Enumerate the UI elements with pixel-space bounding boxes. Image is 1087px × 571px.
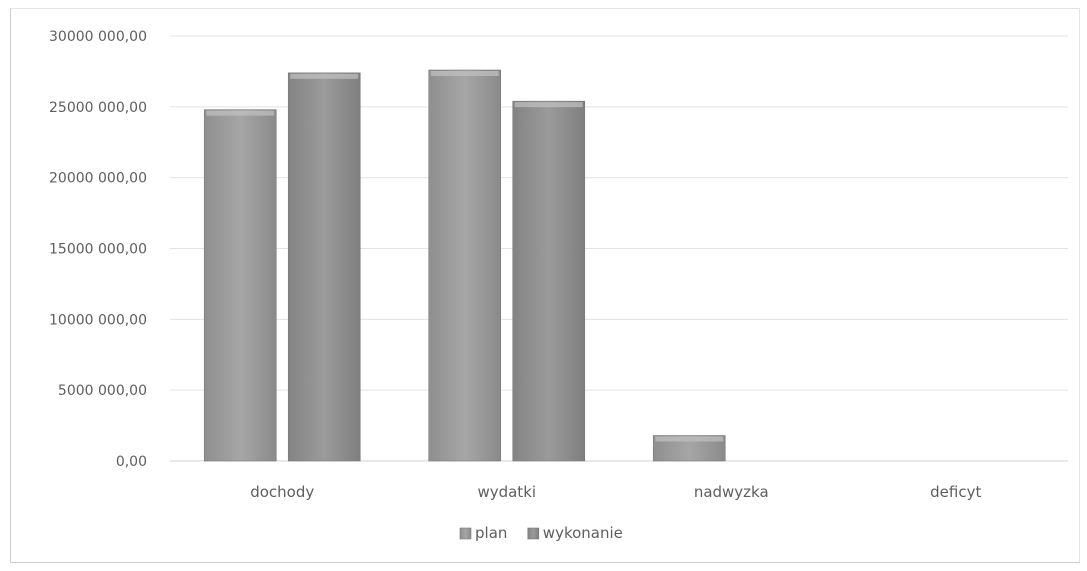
x-category-label: wydatki [477, 483, 536, 501]
y-axis-ticks: 0,00 5000 000,00 10000 000,00 15000 000,00 2… [49, 29, 147, 470]
bar-bevel [514, 102, 583, 108]
bar-plan-dochody [203, 109, 277, 462]
y-tick-label: 20000 000,00 [49, 171, 147, 187]
bar-bevel [655, 436, 724, 442]
y-tick-label: 30000 000,00 [49, 29, 147, 45]
bar-bevel [206, 110, 275, 116]
y-tick-label: 0,00 [116, 454, 147, 470]
legend-label-plan: plan [475, 524, 507, 542]
bar-bevel [290, 73, 359, 79]
x-category-label: dochody [250, 483, 314, 501]
legend-label-wykonanie: wykonanie [543, 524, 623, 542]
x-category-label: nadwyzka [694, 483, 769, 501]
y-tick-label: 10000 000,00 [49, 312, 147, 328]
x-category-label: deficyt [930, 483, 981, 501]
bars [203, 69, 726, 462]
bar-plan-wydatki [428, 69, 502, 462]
legend-swatch-plan [459, 527, 472, 540]
y-tick-label: 15000 000,00 [49, 242, 147, 258]
legend-swatch-wykonanie [527, 527, 540, 540]
bar-wykonanie-dochody [287, 72, 361, 462]
y-tick-label: 25000 000,00 [49, 100, 147, 116]
y-tick-label: 5000 000,00 [58, 383, 147, 399]
x-axis-categories: dochody wydatki nadwyzka deficyt [250, 483, 981, 501]
chart-frame [10, 8, 1080, 563]
bar-bevel [430, 71, 499, 76]
bar-wykonanie-wydatki [512, 100, 586, 462]
legend: plan wykonanie [459, 524, 623, 542]
